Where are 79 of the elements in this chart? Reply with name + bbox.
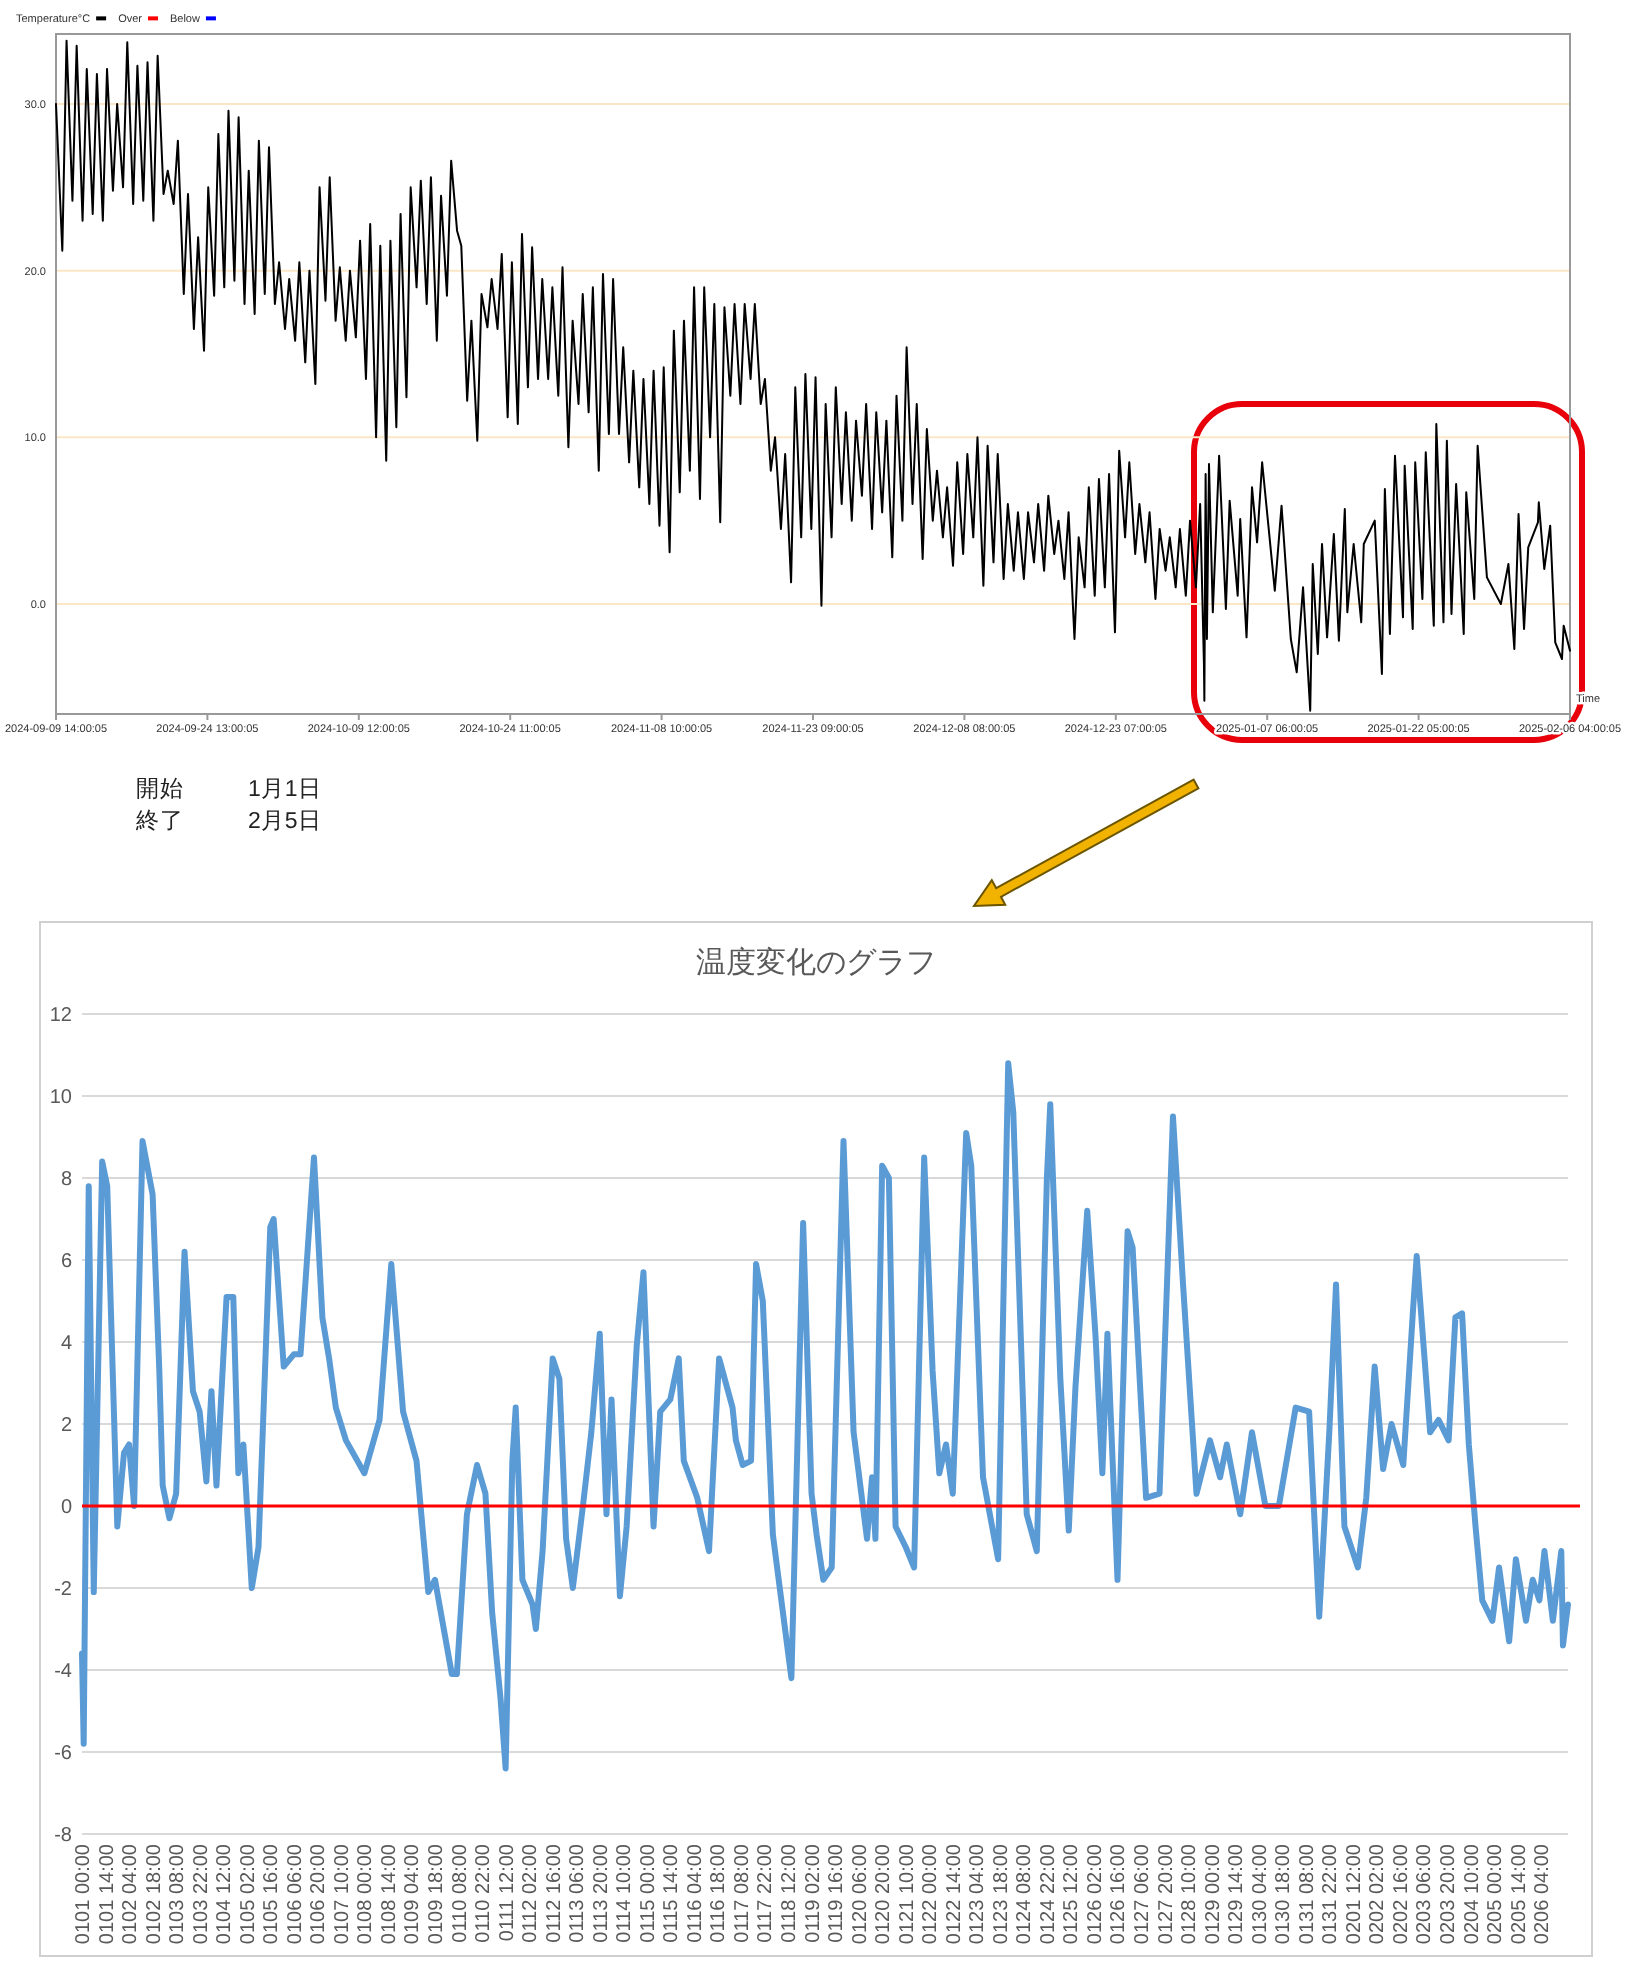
x-tick-label: 0105 02:00 [237,1843,260,1945]
text: 開始 [136,776,184,802]
x-tick-label: 0105 16:00 [261,1843,284,1945]
x-tick-label: 0108 00:00 [355,1843,378,1945]
x-tick-label: 0103 08:00 [167,1843,190,1945]
y-tick-label: -2 [54,1579,73,1601]
x-tick-label: 0203 20:00 [1437,1843,1460,1945]
x-tick-label: 0107 10:00 [331,1843,354,1945]
chart-title: 温度変化のグラフ [696,946,936,980]
x-tick-label: 0122 00:00 [920,1843,943,1945]
x-tick-label: 0118 12:00 [779,1843,802,1943]
y-tick-label: -4 [54,1661,73,1683]
x-tick-label: 0127 06:00 [1132,1843,1155,1945]
x-tick-label: 0129 14:00 [1226,1843,1249,1945]
x-tick-label: 0115 00:00 [637,1843,660,1943]
x-tick-label: 0120 20:00 [873,1843,896,1945]
x-tick-label: 0129 00:00 [1202,1843,1225,1945]
x-tick-label: 0206 04:00 [1532,1843,1555,1945]
x-tick-label: 0202 02:00 [1367,1843,1390,1945]
text: 1月1日 [248,776,322,802]
x-tick-label: 0124 22:00 [1037,1843,1060,1945]
x-tick-label: 0131 22:00 [1320,1843,1343,1945]
x-tick-label: 0102 18:00 [143,1843,166,1945]
x-tick-label: 0110 08:00 [449,1843,472,1943]
x-tick-label: 0119 16:00 [826,1843,849,1943]
x-tick-label: 0110 22:00 [473,1843,496,1943]
text: 終了 [134,808,184,834]
x-tick-label: 0131 08:00 [1296,1843,1319,1945]
x-tick-label: 0113 20:00 [590,1843,613,1943]
y-tick-label: 2 [60,1415,73,1437]
x-tick-label: 0103 22:00 [190,1843,213,1945]
x-tick-label: 0126 02:00 [1084,1843,1107,1945]
x-tick-label: 0120 06:00 [849,1843,872,1945]
x-tick-label: 0201 12:00 [1343,1843,1366,1945]
x-tick-label: 0111 12:00 [496,1843,519,1942]
x-tick-label: 0130 04:00 [1249,1843,1272,1945]
y-tick-label: -6 [54,1743,73,1765]
x-tick-label: 0125 12:00 [1061,1843,1084,1945]
x-tick-label: 0119 02:00 [802,1843,825,1943]
x-tick-label: 0108 14:00 [378,1843,401,1945]
x-tick-label: 0109 18:00 [426,1843,449,1945]
y-tick-label: 10 [49,1087,73,1109]
x-tick-label: 0127 20:00 [1155,1843,1178,1945]
x-tick-label: 0106 06:00 [284,1843,307,1945]
x-tick-label: 0203 06:00 [1414,1843,1437,1945]
x-tick-label: 0116 04:00 [684,1843,707,1943]
x-tick-label: 0123 18:00 [990,1843,1013,1945]
y-tick-label: 12 [49,1005,73,1027]
y-tick-label: 8 [60,1169,73,1191]
x-tick-label: 0202 16:00 [1390,1843,1413,1945]
x-tick-label: 0130 18:00 [1273,1843,1296,1945]
x-tick-label: 0205 00:00 [1485,1843,1508,1945]
x-tick-label: 0117 08:00 [731,1843,754,1943]
x-tick-label: 0112 16:00 [543,1843,566,1943]
y-tick-label: 4 [60,1333,73,1355]
x-tick-label: 0114 10:00 [614,1843,637,1943]
y-tick-label: 6 [60,1251,73,1273]
x-tick-label: 0117 22:00 [755,1843,778,1943]
x-tick-label: 0122 14:00 [943,1843,966,1945]
x-tick-label: 0124 08:00 [1014,1843,1037,1945]
x-tick-label: 0106 20:00 [308,1843,331,1945]
x-tick-label: 0126 16:00 [1108,1843,1131,1945]
x-tick-label: 0112 02:00 [520,1843,543,1943]
x-tick-label: 0102 04:00 [120,1843,143,1945]
x-tick-label: 0116 18:00 [708,1843,731,1943]
x-tick-label: 0204 10:00 [1461,1843,1484,1945]
x-tick-label: 0205 14:00 [1508,1843,1531,1945]
y-tick-label: -8 [54,1825,73,1847]
x-tick-label: 0104 12:00 [214,1843,237,1945]
x-tick-label: 0109 04:00 [402,1843,425,1945]
y-tick-label: 0 [60,1497,73,1519]
x-tick-label: 0101 14:00 [96,1843,119,1945]
text: 2月5日 [248,808,322,834]
x-tick-label: 0101 00:00 [73,1843,95,1945]
x-tick-label: 0121 10:00 [896,1843,919,1945]
x-tick-label: 0123 04:00 [967,1843,990,1945]
x-tick-label: 0115 14:00 [661,1843,684,1943]
x-tick-label: 0113 06:00 [567,1843,590,1943]
x-tick-label: 0128 10:00 [1179,1843,1202,1945]
